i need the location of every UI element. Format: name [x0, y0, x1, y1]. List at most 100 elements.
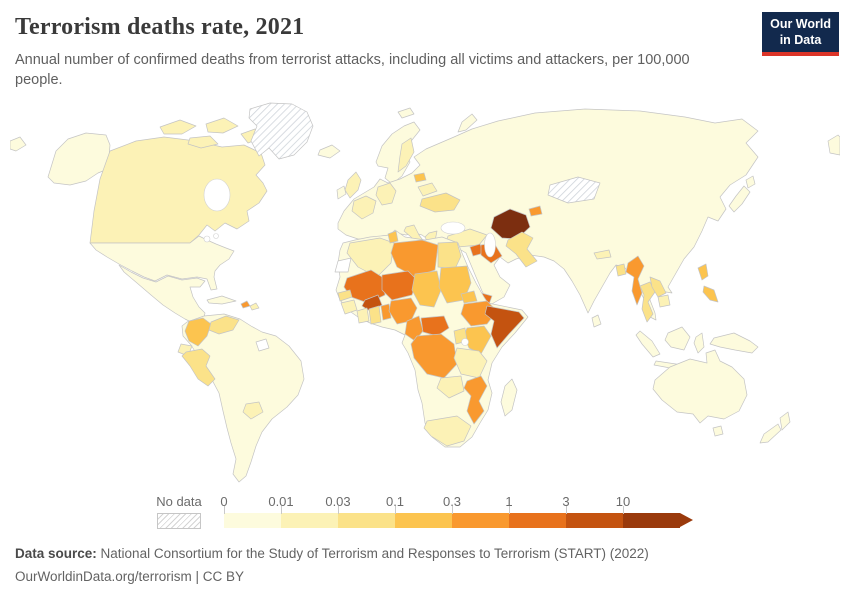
data-source-text: National Consortium for the Study of Ter… — [100, 546, 649, 561]
country-new-zealand[interactable] — [779, 411, 791, 431]
legend-segment[interactable] — [566, 513, 623, 528]
country-cambodia[interactable] — [657, 294, 671, 308]
legend-tick-label: 0.01 — [268, 494, 294, 509]
legend-segment[interactable] — [281, 513, 338, 528]
black-sea — [440, 221, 466, 235]
country-arctic-islands[interactable] — [205, 117, 239, 134]
country-dominican-republic[interactable] — [249, 302, 260, 311]
country-australia[interactable] — [652, 349, 748, 424]
legend-tick — [509, 506, 510, 514]
map-legend: No data 0 0.01 0.03 0.1 0.3 1 3 10 — [0, 494, 850, 534]
page-title: Terrorism deaths rate, 2021 — [15, 14, 305, 40]
data-source-label: Data source: — [15, 546, 97, 561]
lake-victoria — [461, 338, 469, 346]
country-belarus[interactable] — [417, 182, 438, 197]
country-togo-benin[interactable] — [380, 303, 392, 321]
country-new-zealand[interactable] — [759, 423, 782, 444]
country-chukotka[interactable] — [827, 134, 840, 156]
country-french-guiana[interactable] — [255, 338, 270, 352]
country-mongolia[interactable] — [547, 176, 601, 204]
country-colombia[interactable] — [184, 317, 212, 347]
country-madagascar[interactable] — [500, 378, 518, 417]
country-germany[interactable] — [375, 182, 397, 206]
country-mozambique[interactable] — [463, 375, 488, 425]
country-laos[interactable] — [649, 276, 667, 298]
legend-segment[interactable] — [623, 513, 680, 528]
country-south-africa[interactable] — [423, 415, 472, 447]
country-arctic-islands[interactable] — [187, 135, 219, 149]
legend-segment[interactable] — [452, 513, 509, 528]
country-myanmar[interactable] — [625, 255, 645, 306]
country-bangladesh[interactable] — [615, 263, 627, 277]
country-svalbard[interactable] — [397, 107, 415, 119]
legend-no-data-label: No data — [156, 494, 202, 509]
country-sweden[interactable] — [397, 137, 415, 173]
country-iceland[interactable] — [317, 144, 341, 159]
country-united-states[interactable] — [89, 235, 235, 291]
country-greenland[interactable] — [248, 102, 314, 160]
country-venezuela[interactable] — [208, 315, 240, 335]
country-sri-lanka[interactable] — [591, 314, 602, 328]
legend-tick — [281, 506, 282, 514]
legend-tick — [623, 506, 624, 514]
country-niger[interactable] — [381, 270, 418, 301]
country-arctic-islands[interactable] — [159, 119, 197, 135]
country-somalia[interactable] — [484, 305, 525, 349]
country-tajikistan[interactable] — [528, 205, 543, 217]
country-japan[interactable] — [745, 175, 756, 189]
country-guinea[interactable] — [340, 299, 358, 315]
country-indonesia[interactable] — [635, 330, 661, 358]
country-france[interactable] — [351, 195, 377, 220]
country-central-african-republic[interactable] — [420, 315, 450, 337]
legend-tick — [338, 506, 339, 514]
legend-tick-label: 0 — [220, 494, 228, 509]
country-new-guinea[interactable] — [709, 332, 759, 354]
country-zambia[interactable] — [436, 375, 465, 399]
country-canada[interactable] — [89, 136, 268, 244]
country-peru[interactable] — [181, 348, 216, 387]
owid-logo-line2: in Data — [779, 32, 822, 47]
country-senegal[interactable] — [337, 289, 353, 302]
country-ghana[interactable] — [368, 305, 382, 325]
legend-segment[interactable] — [395, 513, 452, 528]
world-map[interactable] — [10, 95, 840, 485]
country-japan[interactable] — [728, 185, 751, 213]
country-cuba[interactable] — [206, 295, 237, 305]
country-novaya-zemlya[interactable] — [457, 113, 478, 133]
legend-tick — [452, 506, 453, 514]
legend-tick-label: 0.03 — [325, 494, 351, 509]
country-indonesia[interactable] — [693, 332, 705, 354]
country-tasmania[interactable] — [712, 425, 724, 437]
country-algeria[interactable] — [346, 237, 395, 278]
country-eurasia[interactable] — [337, 108, 759, 321]
country-pakistan[interactable] — [505, 231, 538, 268]
country-philippines[interactable] — [697, 263, 709, 281]
country-ukraine[interactable] — [419, 192, 461, 213]
country-eritrea[interactable] — [460, 290, 478, 304]
country-tunisia[interactable] — [387, 230, 399, 244]
legend-tick-label: 3 — [562, 494, 570, 509]
legend-segment[interactable] — [224, 513, 281, 528]
country-nepal[interactable] — [593, 249, 612, 260]
country-egypt[interactable] — [437, 241, 462, 270]
country-chukotka[interactable] — [10, 136, 27, 152]
legend-tick-label: 10 — [615, 494, 631, 509]
legend-no-data-swatch[interactable] — [157, 513, 201, 529]
country-western-sahara[interactable] — [334, 257, 352, 273]
country-mexico[interactable] — [118, 264, 206, 324]
legend-tick-label: 0.1 — [385, 494, 405, 509]
legend-segment[interactable] — [509, 513, 566, 528]
owid-url-link[interactable]: OurWorldinData.org/terrorism | CC BY — [15, 569, 245, 585]
country-philippines[interactable] — [702, 285, 719, 303]
country-haiti[interactable] — [240, 300, 251, 309]
country-paraguay[interactable] — [242, 401, 264, 420]
great-lake — [203, 235, 211, 243]
country-ivory-coast[interactable] — [356, 307, 370, 324]
country-chad[interactable] — [411, 270, 442, 308]
legend-segment[interactable] — [338, 513, 395, 528]
legend-tick-label: 1 — [505, 494, 513, 509]
country-indonesia[interactable] — [664, 326, 691, 351]
country-baltic-states[interactable] — [413, 172, 427, 183]
country-united-kingdom[interactable] — [344, 171, 362, 199]
country-ireland[interactable] — [336, 185, 347, 200]
